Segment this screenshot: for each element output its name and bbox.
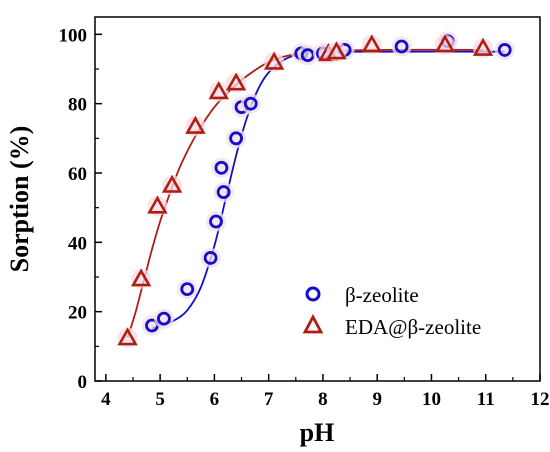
marker-halo	[117, 327, 138, 348]
y-axis-title: Sorption (%)	[5, 126, 34, 273]
data-point-series-0	[180, 282, 195, 297]
y-tick-label: 0	[78, 372, 88, 393]
marker-halo	[208, 81, 229, 102]
marker-halo	[391, 36, 412, 57]
legend-label-beta-zeolite: β-zeolite	[345, 283, 419, 307]
x-tick-label: 9	[372, 389, 382, 410]
x-tick-label: 10	[422, 389, 441, 410]
x-tick-label: 4	[101, 389, 111, 410]
data-point-series-1	[147, 195, 168, 214]
data-point-series-1	[434, 34, 456, 53]
x-tick-label: 5	[155, 389, 165, 410]
marker-halo	[361, 34, 382, 55]
data-point-series-1	[472, 37, 494, 56]
data-point-series-0	[497, 43, 512, 57]
x-tick-label: 7	[264, 389, 274, 410]
data-point-series-0	[394, 39, 409, 54]
marker-halo	[177, 279, 198, 300]
marker-halo	[131, 268, 152, 289]
marker-halo	[211, 157, 232, 178]
y-axis-ticks: 0 20 40 60 80 100	[59, 25, 102, 393]
marker-halo	[185, 116, 206, 137]
marker-halo	[435, 34, 456, 55]
data-point-series-1	[263, 51, 285, 70]
data-point-series-1	[117, 327, 138, 346]
y-tick-label: 100	[59, 25, 88, 46]
marker-halo	[240, 93, 261, 114]
marker-halo	[206, 211, 227, 232]
legend: β-zeolite EDA@β-zeolite	[302, 283, 481, 339]
x-axis-title: pH	[300, 418, 335, 447]
legend-marker-eda-beta-zeolite	[302, 314, 324, 334]
marker-halo	[226, 72, 247, 93]
data-point-series-1	[130, 268, 152, 287]
data-point-series-1	[185, 115, 206, 134]
x-tick-label: 8	[318, 389, 328, 410]
data-point-series-1	[208, 81, 229, 100]
data-point-series-0	[243, 96, 258, 111]
data-point-series-1	[225, 72, 247, 91]
legend-label-eda-beta-zeolite: EDA@β-zeolite	[345, 315, 481, 339]
data-point-series-0	[209, 214, 223, 229]
legend-marker-beta-zeolite	[305, 286, 321, 302]
y-tick-label: 80	[68, 95, 87, 116]
marker-halo	[473, 38, 494, 59]
data-point-series-1	[161, 174, 183, 193]
x-tick-label: 11	[477, 389, 495, 410]
data-point-series-0	[214, 160, 229, 175]
marker-halo	[264, 52, 285, 73]
data-point-series-0	[203, 251, 218, 265]
x-axis-ticks: 4 5 6 7 8 9 10 11 12	[101, 374, 550, 410]
marker-halo	[162, 175, 183, 196]
fit-curve-series-0	[151, 50, 505, 330]
marker-halo	[200, 247, 221, 268]
marker-halo	[494, 39, 515, 60]
marker-halo	[147, 195, 168, 216]
marker-halo	[326, 41, 347, 62]
data-point-series-1	[326, 41, 347, 60]
marker-halo	[153, 308, 174, 329]
data-point-series-0	[216, 185, 231, 199]
y-tick-label: 20	[68, 303, 87, 324]
data-points	[117, 31, 515, 348]
marker-halo	[226, 128, 247, 149]
data-point-series-0	[229, 131, 243, 146]
x-tick-label: 6	[210, 389, 220, 410]
plot-frame	[94, 16, 541, 382]
data-point-series-0	[157, 311, 171, 326]
x-tick-label: 12	[531, 389, 550, 410]
y-tick-label: 60	[68, 164, 87, 185]
y-tick-label: 40	[68, 233, 87, 254]
marker-halo	[213, 182, 234, 203]
marker-halo	[297, 45, 318, 66]
data-point-series-1	[361, 34, 382, 53]
